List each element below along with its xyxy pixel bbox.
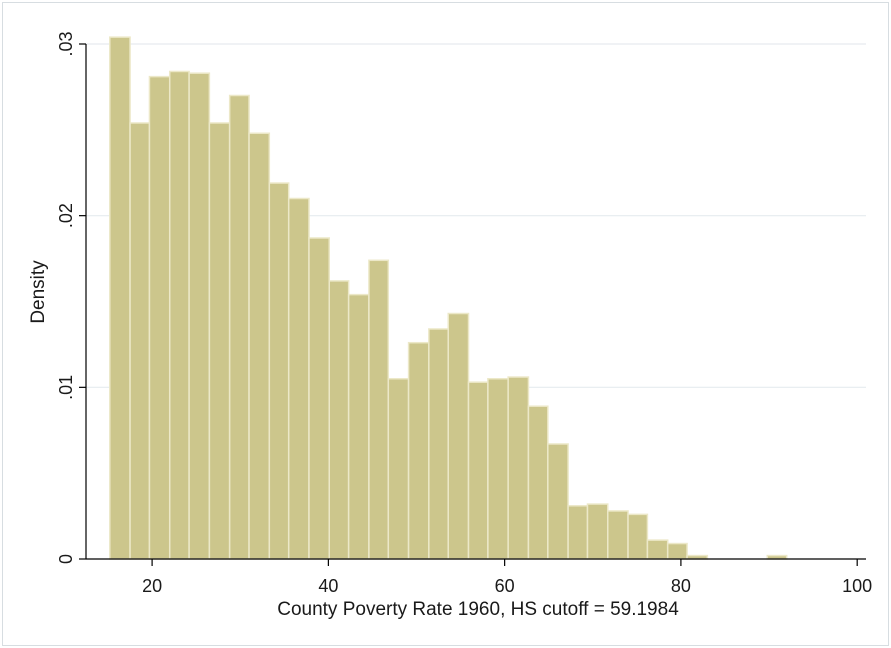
- x-tick-label: 80: [671, 576, 691, 596]
- y-tick-label: .02: [56, 203, 76, 228]
- histogram-bar: [567, 505, 589, 560]
- axis-ticks: 20 40 60 80 100 0 .01 .02 .03: [56, 31, 872, 596]
- histogram-bar: [467, 381, 489, 560]
- histogram-bar: [248, 132, 271, 560]
- y-tick-label: .03: [56, 31, 76, 56]
- histogram-bar: [547, 443, 569, 560]
- histogram-bar: [368, 259, 390, 560]
- histogram-bar: [287, 197, 310, 560]
- histogram-bar: [627, 513, 649, 560]
- histogram-bar: [607, 510, 629, 560]
- histogram-bar: [148, 75, 171, 560]
- x-tick-label: 60: [495, 576, 515, 596]
- histogram-bar: [487, 378, 509, 560]
- histogram-bar: [208, 122, 231, 560]
- histogram-bar: [109, 36, 131, 560]
- histogram-bar: [268, 182, 290, 560]
- histogram-bars: [109, 36, 788, 560]
- histogram-bar: [527, 405, 549, 560]
- histogram-bar: [168, 70, 190, 560]
- y-axis-title: Density: [28, 260, 49, 324]
- histogram-bar: [407, 341, 430, 560]
- histogram-bar: [347, 293, 370, 560]
- y-tick-label: .01: [56, 375, 76, 400]
- y-tick-label: 0: [56, 554, 76, 564]
- x-tick-label: 100: [842, 576, 872, 596]
- x-tick-label: 20: [142, 576, 162, 596]
- histogram-bar: [507, 376, 530, 560]
- x-axis-title: County Poverty Rate 1960, HS cutoff = 59…: [277, 599, 679, 620]
- histogram-bar: [666, 542, 688, 560]
- histogram-bar: [586, 503, 609, 560]
- histogram-bar: [188, 72, 211, 560]
- histogram-bar: [447, 312, 470, 560]
- histogram-bar: [646, 539, 669, 560]
- histogram-bar: [328, 280, 350, 560]
- histogram-bar: [129, 122, 151, 560]
- histogram-bar: [228, 94, 250, 560]
- histogram-bar: [387, 378, 410, 560]
- histogram-bar: [308, 237, 331, 560]
- histogram-bar: [428, 328, 449, 560]
- x-tick-label: 40: [318, 576, 338, 596]
- axes: [85, 44, 866, 560]
